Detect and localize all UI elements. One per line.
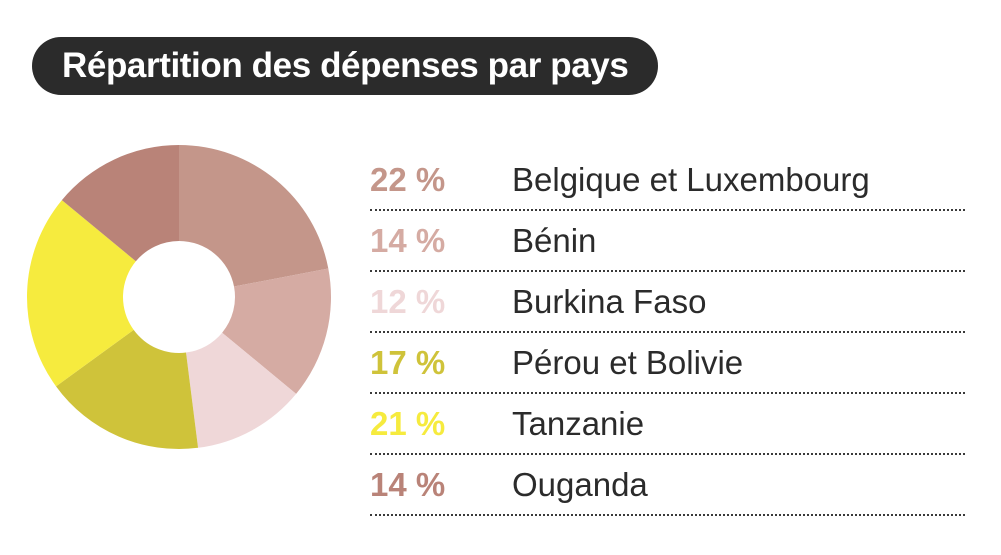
legend-label: Tanzanie xyxy=(512,404,645,442)
donut-slice-6 xyxy=(61,145,179,262)
legend-label: Ouganda xyxy=(512,465,648,503)
chart-legend: 22 % Belgique et Luxembourg 14 % Bénin 1… xyxy=(370,150,965,516)
legend-percent: 12 % xyxy=(370,282,446,320)
donut-slice-4 xyxy=(56,329,199,449)
legend-item: 12 % Burkina Faso xyxy=(370,272,965,333)
donut-slice-5 xyxy=(27,200,136,387)
legend-percent: 17 % xyxy=(370,343,446,381)
legend-label: Burkina Faso xyxy=(512,282,707,320)
legend-label: Belgique et Luxembourg xyxy=(512,160,870,198)
chart-title: Répartition des dépenses par pays xyxy=(62,46,629,85)
legend-percent: 14 % xyxy=(370,221,446,259)
legend-item: 17 % Pérou et Bolivie xyxy=(370,333,965,394)
donut-chart xyxy=(27,145,331,449)
donut-slice-2 xyxy=(222,268,331,394)
legend-item: 14 % Bénin xyxy=(370,211,965,272)
chart-title-banner: Répartition des dépenses par pays xyxy=(32,37,659,95)
legend-item: 22 % Belgique et Luxembourg xyxy=(370,150,965,211)
legend-percent: 22 % xyxy=(370,160,446,198)
donut-slice-3 xyxy=(186,332,297,448)
legend-item: 14 % Ouganda xyxy=(370,455,965,516)
legend-percent: 14 % xyxy=(370,465,446,503)
legend-item: 21 % Tanzanie xyxy=(370,394,965,455)
legend-label: Pérou et Bolivie xyxy=(512,343,744,381)
legend-percent: 21 % xyxy=(370,404,446,442)
legend-label: Bénin xyxy=(512,221,597,259)
donut-slice-1 xyxy=(179,145,329,287)
